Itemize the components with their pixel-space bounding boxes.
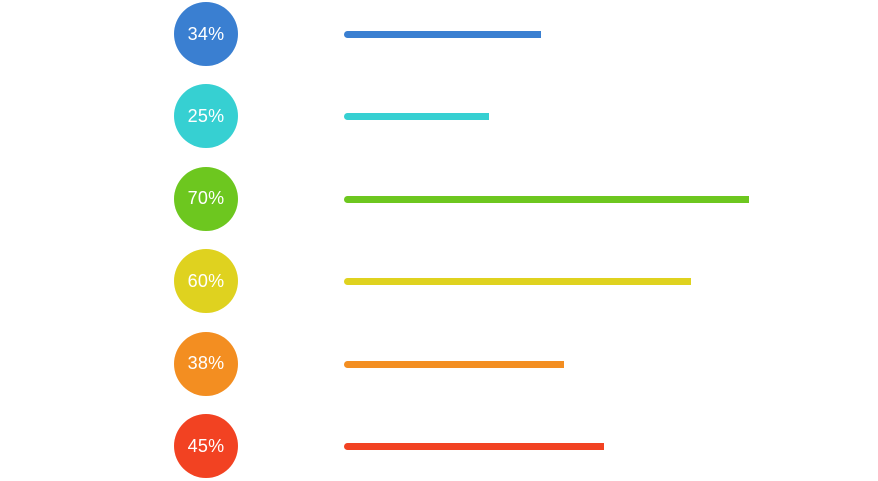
bar-track: [344, 31, 864, 38]
progress-bar: [344, 360, 564, 368]
percent-badge: 34%: [174, 2, 238, 66]
percent-badge: 60%: [174, 249, 238, 314]
chart-row: 38%: [0, 331, 878, 396]
progress-bar: [344, 443, 605, 450]
percent-badge: 38%: [174, 331, 238, 396]
progress-bar: [344, 31, 541, 38]
chart-row: 70%: [0, 166, 878, 231]
percent-badge: 70%: [174, 166, 238, 231]
bar-track: [344, 195, 864, 203]
chart-row: 34%: [0, 2, 878, 66]
progress-bar: [344, 278, 691, 286]
bar-track: [344, 360, 864, 368]
chart-row: 60%: [0, 249, 878, 314]
progress-bar: [344, 195, 749, 203]
chart-row: 45%: [0, 414, 878, 478]
percent-badge: 25%: [174, 84, 238, 149]
bar-track: [344, 278, 864, 286]
chart-row: 25%: [0, 84, 878, 149]
percent-badge: 45%: [174, 414, 238, 478]
progress-bar: [344, 113, 489, 121]
bar-track: [344, 443, 864, 450]
bar-track: [344, 113, 864, 121]
